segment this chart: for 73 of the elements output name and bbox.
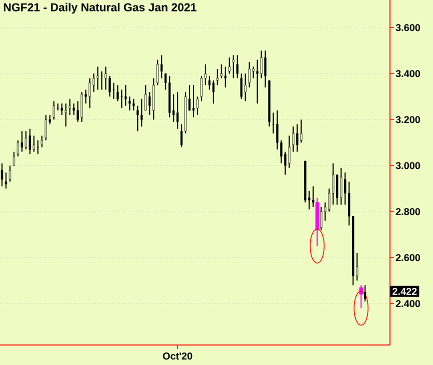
candlestick — [32, 135, 35, 152]
candlestick — [240, 73, 242, 100]
y-tick-label: 2.800 — [396, 208, 420, 216]
candlestick — [8, 165, 12, 182]
y-tick-label: 3.000 — [396, 162, 420, 170]
candlestick — [160, 54, 163, 79]
candlestick — [144, 84, 147, 111]
candlestick — [136, 105, 139, 132]
candlestick — [140, 98, 143, 128]
candlestick — [116, 84, 119, 102]
candlestick — [244, 73, 246, 102]
candlestick — [340, 167, 342, 206]
candlestick — [156, 59, 159, 86]
text: 2.422 — [392, 288, 417, 295]
candlestick — [40, 135, 43, 148]
candlestick — [176, 91, 179, 130]
candlestick — [224, 66, 226, 88]
candlestick — [256, 59, 258, 104]
candlestick — [364, 284, 366, 302]
candlestick — [60, 102, 63, 116]
candlestick — [236, 54, 238, 79]
candlestick — [216, 68, 219, 86]
candlestick — [68, 98, 71, 116]
candlestick — [132, 98, 135, 111]
candlestick — [204, 64, 207, 86]
candlestick — [208, 75, 211, 90]
candlestick — [320, 206, 322, 231]
y-tick-label: 3.600 — [396, 24, 420, 32]
candlestick — [28, 128, 31, 155]
candlestick — [0, 162, 4, 187]
candlestick — [92, 73, 95, 93]
candlestick — [12, 151, 16, 166]
candlestick — [300, 119, 302, 144]
candlestick — [196, 96, 199, 116]
candlestick — [180, 124, 183, 148]
chart-title: NGF21 - Daily Natural Gas Jan 2021 — [4, 2, 196, 14]
y-tick-label: 2.400 — [396, 300, 420, 308]
candlestick — [288, 135, 290, 168]
candlestick — [212, 80, 215, 104]
y-tick-label: 3.200 — [396, 116, 420, 124]
candlestick — [80, 91, 83, 122]
candlestick — [296, 124, 298, 152]
candlestick — [52, 100, 55, 120]
candlestick — [188, 84, 191, 111]
candlestick — [20, 130, 24, 152]
candlestick — [220, 64, 223, 79]
candlestick — [108, 75, 111, 98]
candlestick — [16, 140, 20, 157]
candlestick — [200, 75, 203, 102]
candlestick — [72, 102, 75, 116]
candlestick — [128, 96, 131, 111]
candlestick — [359, 284, 363, 309]
candlestick — [336, 174, 338, 206]
candlestick — [332, 162, 334, 206]
candlestick — [124, 84, 127, 106]
candlestick — [264, 50, 266, 88]
candlestick — [4, 172, 8, 190]
candlestick — [24, 130, 28, 150]
x-tick-label: Oct'20 — [162, 352, 192, 360]
candlestick — [248, 62, 250, 88]
candlestick — [312, 186, 314, 208]
candlestick — [104, 66, 107, 90]
candlestick — [96, 66, 99, 90]
candlestick — [228, 56, 230, 74]
candlestick — [260, 50, 262, 79]
candlestick — [44, 114, 47, 141]
y-tick-label: 2.600 — [396, 254, 420, 262]
candlestick — [232, 54, 234, 79]
candlestick — [88, 78, 91, 109]
candlestick — [64, 102, 67, 128]
y-tick-label: 3.400 — [396, 70, 420, 78]
candlestick — [252, 66, 254, 79]
candlestick — [292, 126, 294, 152]
